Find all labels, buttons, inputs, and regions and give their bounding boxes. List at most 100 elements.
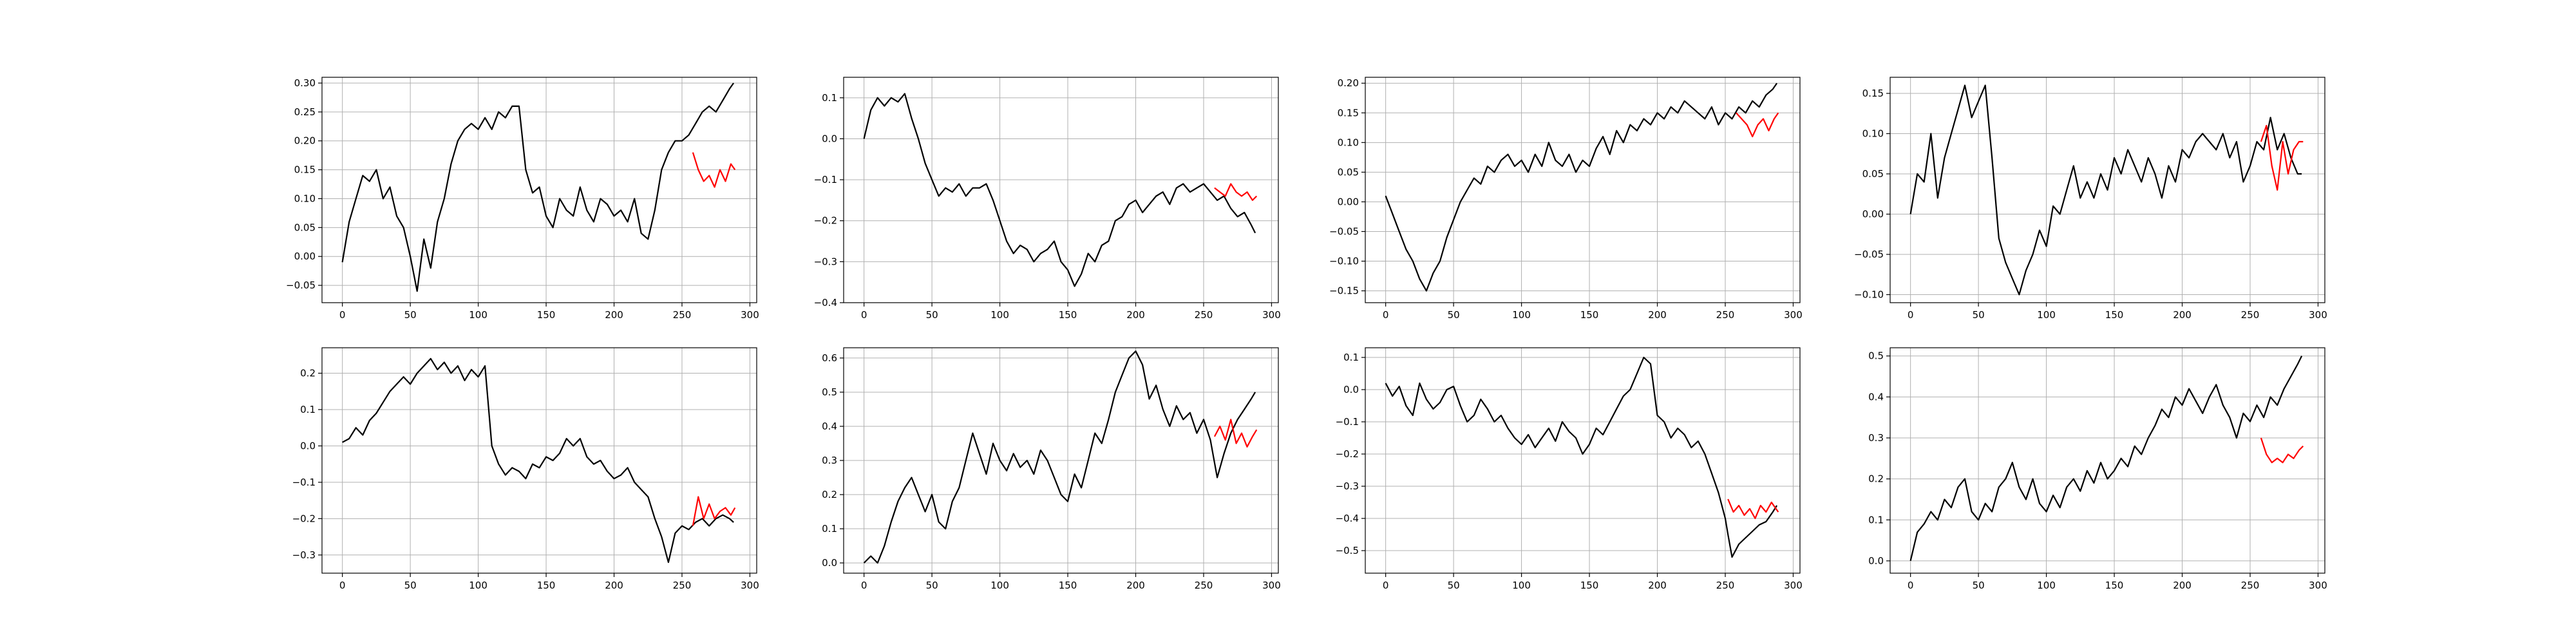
predicted-series-line [1213, 419, 1258, 448]
y-tick-label: 0.10 [1862, 128, 1884, 140]
actual-series-line [863, 350, 1256, 564]
x-tick-label: 250 [1195, 580, 1213, 591]
x-tick-label: 150 [1580, 309, 1599, 321]
x-tick-label: 50 [1448, 309, 1460, 321]
y-tick-label: 0.10 [1338, 137, 1359, 148]
y-tick-label: 0.2 [1868, 473, 1884, 485]
x-tick-label: 300 [741, 580, 759, 591]
actual-series-line [341, 82, 734, 292]
y-tick-label: 0.25 [294, 106, 316, 118]
y-tick-label: 0.1 [1343, 352, 1359, 363]
y-tick-label: 0.20 [1338, 77, 1359, 89]
y-tick-label: 0.0 [1343, 384, 1359, 395]
y-tick-label: −0.2 [292, 513, 316, 524]
x-tick-label: 50 [1973, 580, 1985, 591]
y-tick-label: 0.1 [1868, 514, 1884, 526]
subplot-grid: 0 50 100 150 200 250 300−0.050.000.050.100.150… [286, 77, 2327, 591]
x-tick-label: 200 [2173, 309, 2192, 321]
y-tick-label: −0.05 [1854, 249, 1884, 260]
x-tick-label: 50 [926, 580, 938, 591]
y-tick-label: −0.10 [1329, 256, 1359, 267]
subplot-8: 0 50 100 150 200 250 300 0.0 0.1 0.2 0.3 0.4 0.5 [1868, 347, 2327, 591]
y-tick-label: 0.5 [1868, 350, 1884, 362]
y-tick-label: 0.30 [294, 77, 316, 89]
subplot-6: 0 50 100 150 200 250 300 0.0 0.1 0.2 0.3 0.4 0.5 0.6 [822, 347, 1281, 591]
x-tick-label: 0 [339, 309, 346, 321]
x-tick-label: 100 [2037, 580, 2056, 591]
x-tick-label: 300 [1784, 580, 1803, 591]
x-tick-label: 200 [1126, 580, 1145, 591]
subplot-2: 0 50 100 150 200 250 300 −0.4 −0.3 −0.2 −0.1 0.0 0.1 [814, 77, 1281, 321]
y-tick-label: 0.20 [294, 135, 316, 147]
x-tick-label: 100 [990, 309, 1009, 321]
actual-series-line [1909, 84, 2302, 296]
y-tick-label: −0.3 [292, 549, 316, 561]
y-tick-label: −0.3 [814, 256, 837, 267]
y-tick-label: −0.5 [1336, 545, 1359, 556]
x-tick-label: 300 [1262, 309, 1281, 321]
x-tick-label: 250 [1716, 309, 1735, 321]
predicted-series-line [692, 496, 736, 526]
x-tick-label: 100 [990, 580, 1009, 591]
y-tick-label: 0.00 [294, 251, 316, 262]
y-tick-label: 0.15 [294, 164, 316, 176]
y-tick-label: −0.4 [814, 297, 837, 308]
predicted-series-line [1736, 112, 1779, 138]
y-tick-label: 0.5 [822, 386, 837, 398]
y-tick-label: 0.4 [822, 421, 837, 432]
y-tick-label: 0.6 [822, 352, 837, 364]
x-tick-label: 50 [404, 580, 417, 591]
x-tick-label: 0 [861, 580, 867, 591]
y-tick-label: 0.00 [1862, 209, 1884, 220]
x-tick-label: 0 [1908, 309, 1914, 321]
x-tick-label: 300 [2309, 309, 2327, 321]
x-tick-label: 150 [537, 309, 556, 321]
y-tick-label: 0.05 [1338, 166, 1359, 178]
x-tick-label: 100 [1512, 580, 1531, 591]
axes-frame [321, 77, 757, 303]
x-tick-label: 250 [2241, 580, 2260, 591]
y-tick-label: −0.1 [292, 477, 316, 488]
x-tick-label: 50 [1448, 580, 1460, 591]
x-tick-label: 250 [673, 580, 692, 591]
y-tick-label: 0.1 [822, 523, 837, 535]
x-tick-label: 150 [1580, 580, 1599, 591]
y-tick-label: −0.1 [814, 174, 837, 185]
subplot-3: 0 50 100 150 200 250 300 −0.15 −0.10 −0.05 0.00 0.0… [1329, 77, 1803, 321]
axes-frame [843, 77, 1279, 303]
subplot-1: 0 50 100 150 200 250 300 −0.05 0.00 0.05 0.10 0.15 0… [286, 77, 759, 321]
y-tick-label: −0.3 [1336, 480, 1359, 492]
y-tick-label: −0.4 [1336, 513, 1359, 524]
x-tick-label: 250 [673, 309, 692, 321]
x-tick-label: 100 [469, 580, 488, 591]
x-tick-label: 0 [1383, 580, 1389, 591]
predicted-series-line [692, 152, 736, 188]
axes-frame [1365, 77, 1801, 303]
x-tick-label: 200 [1648, 580, 1667, 591]
actual-series-line [1385, 82, 1778, 292]
predicted-series-line [1727, 498, 1779, 520]
x-tick-label: 150 [2105, 309, 2124, 321]
y-tick-label: −0.05 [1329, 225, 1359, 237]
x-tick-label: 250 [2241, 309, 2260, 321]
x-tick-label: 250 [1195, 309, 1213, 321]
axes-frame [321, 347, 757, 574]
x-tick-label: 0 [339, 580, 346, 591]
y-tick-label: 0.2 [822, 489, 837, 500]
x-tick-label: 50 [1973, 309, 1985, 321]
x-tick-label: 300 [741, 309, 759, 321]
axes-frame [1889, 347, 2325, 574]
y-tick-label: 0.0 [1868, 555, 1884, 567]
x-tick-label: 150 [1059, 309, 1077, 321]
y-tick-label: 0.2 [300, 368, 316, 379]
predicted-series-line [2260, 437, 2304, 464]
y-tick-label: 0.0 [822, 133, 837, 144]
x-tick-label: 0 [1383, 309, 1389, 321]
y-tick-label: 0.15 [1862, 88, 1884, 99]
x-tick-label: 50 [926, 309, 938, 321]
axes-frame [1889, 77, 2325, 303]
predicted-series-line [1214, 183, 1258, 201]
y-tick-label: −0.05 [286, 279, 316, 291]
y-tick-label: −0.2 [814, 215, 837, 227]
